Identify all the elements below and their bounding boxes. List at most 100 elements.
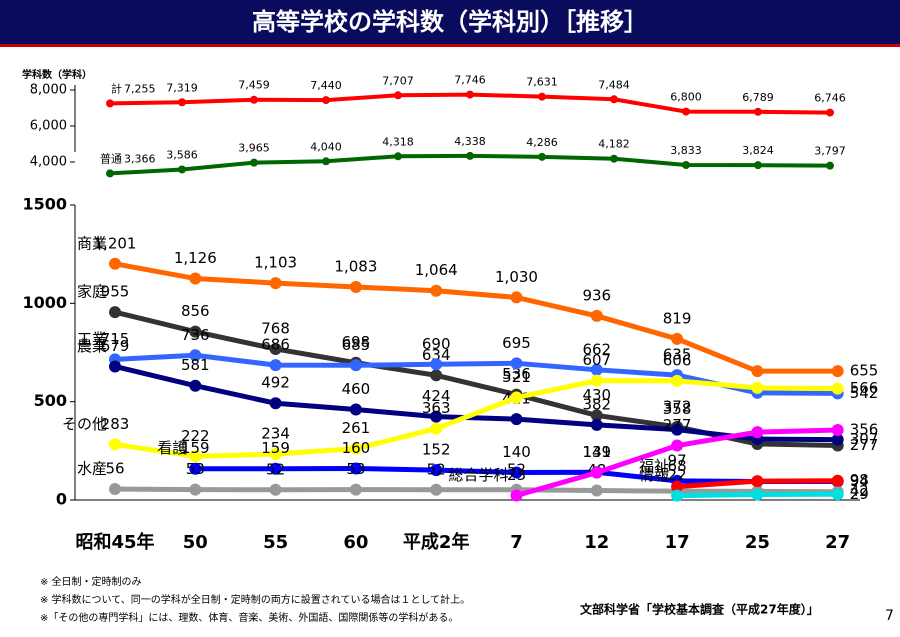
data-label: 460 — [342, 380, 371, 398]
data-label: 768 — [261, 319, 290, 337]
y-tick-label: 4,000 — [30, 155, 67, 170]
series-name: 総合学科 — [448, 466, 508, 484]
data-label: 363 — [422, 399, 451, 417]
data-label: 139 — [582, 443, 611, 461]
data-point — [831, 423, 844, 436]
data-label: 3,366 — [124, 152, 156, 165]
series-line — [114, 378, 838, 459]
data-label: 662 — [582, 340, 611, 358]
data-point — [510, 466, 523, 479]
data-label: 736 — [181, 326, 210, 344]
data-point — [394, 152, 402, 161]
series-name: 工業 — [77, 330, 107, 348]
page-number: 7 — [885, 608, 894, 624]
data-label: 152 — [422, 441, 451, 459]
data-point — [466, 151, 474, 160]
data-label: 655 — [850, 362, 879, 380]
data-point — [394, 91, 402, 100]
data-label: 97 — [668, 451, 687, 469]
data-point — [109, 360, 121, 373]
data-point — [466, 90, 474, 99]
data-label: 715 — [101, 330, 130, 348]
data-label: 283 — [101, 415, 130, 433]
data-point — [109, 438, 121, 451]
data-label: 53 — [186, 460, 205, 478]
data-point — [510, 489, 523, 502]
data-label: 1,064 — [415, 261, 458, 279]
data-point — [671, 423, 684, 436]
x-tick-label: 7 — [510, 532, 523, 553]
x-tick-label: 25 — [745, 532, 770, 553]
data-label: 606 — [663, 351, 692, 369]
data-label: 6,800 — [670, 91, 702, 104]
series-name: 家庭 — [77, 283, 107, 301]
data-point — [106, 99, 114, 108]
data-point — [590, 374, 603, 387]
data-label: 4,318 — [382, 135, 414, 148]
series-line — [114, 486, 838, 495]
y-tick-label: 8,000 — [30, 83, 67, 98]
y-tick-label: 500 — [34, 391, 67, 410]
note: ※ 全日制・定時制のみ — [40, 575, 142, 588]
data-label: 159 — [181, 439, 210, 457]
data-point — [590, 309, 603, 322]
series-name: 商業 — [77, 234, 107, 252]
data-point — [831, 488, 844, 501]
data-label: 819 — [663, 309, 692, 327]
data-point — [751, 475, 764, 488]
data-point — [671, 374, 684, 387]
data-point — [322, 157, 330, 166]
data-point — [109, 257, 121, 270]
data-point — [754, 107, 762, 116]
data-label: 160 — [342, 439, 371, 457]
x-tick-label: 55 — [263, 532, 288, 553]
data-label: 307 — [850, 430, 879, 448]
data-label: 94 — [850, 472, 869, 490]
data-label: 277 — [850, 436, 879, 454]
data-label: 4,338 — [454, 135, 486, 148]
data-point — [189, 349, 202, 362]
data-label: 356 — [850, 420, 879, 438]
data-point — [826, 161, 834, 170]
data-point — [178, 165, 186, 174]
data-label: 7,484 — [598, 78, 630, 91]
data-label: 1,030 — [495, 268, 538, 286]
data-point — [349, 281, 362, 294]
y-tick-label: 6,000 — [30, 119, 67, 134]
data-point — [349, 442, 362, 455]
x-tick-label: 60 — [343, 532, 368, 553]
data-point — [269, 483, 282, 496]
x-tick-label: 27 — [825, 532, 850, 553]
data-label: 1,126 — [174, 249, 217, 267]
data-label: 3,965 — [238, 142, 270, 155]
data-label: 521 — [502, 368, 531, 386]
note: ※ 学科数について、同一の学科が全日制・定時制の両方に設置されている場合は１とし… — [40, 593, 470, 606]
data-point — [430, 410, 443, 423]
data-label: 430 — [582, 386, 611, 404]
data-point — [269, 397, 282, 410]
data-point — [671, 489, 684, 502]
data-point — [189, 379, 202, 392]
data-point — [510, 291, 523, 304]
data-label: 4,040 — [310, 140, 342, 153]
data-point — [831, 433, 844, 446]
data-label: 159 — [261, 439, 290, 457]
data-label: 6,746 — [814, 92, 846, 105]
data-point — [510, 413, 523, 426]
data-point — [189, 450, 202, 463]
data-point — [610, 95, 618, 104]
title-bar — [0, 0, 900, 44]
data-point — [269, 342, 282, 355]
data-point — [189, 325, 202, 338]
note: ※「その他の専門学科」には、理数、体育、音楽、美術、外国語、国際関係等の学科があ… — [40, 611, 458, 624]
data-label: 7,746 — [454, 74, 486, 87]
data-label: 607 — [582, 351, 611, 369]
data-label: 856 — [181, 302, 210, 320]
data-label: 68 — [668, 457, 687, 475]
data-point — [349, 403, 362, 416]
data-point — [751, 365, 764, 378]
series-name: その他 — [62, 415, 107, 433]
data-point — [250, 158, 258, 167]
data-label: 679 — [101, 337, 130, 355]
data-label: 23 — [507, 466, 526, 484]
